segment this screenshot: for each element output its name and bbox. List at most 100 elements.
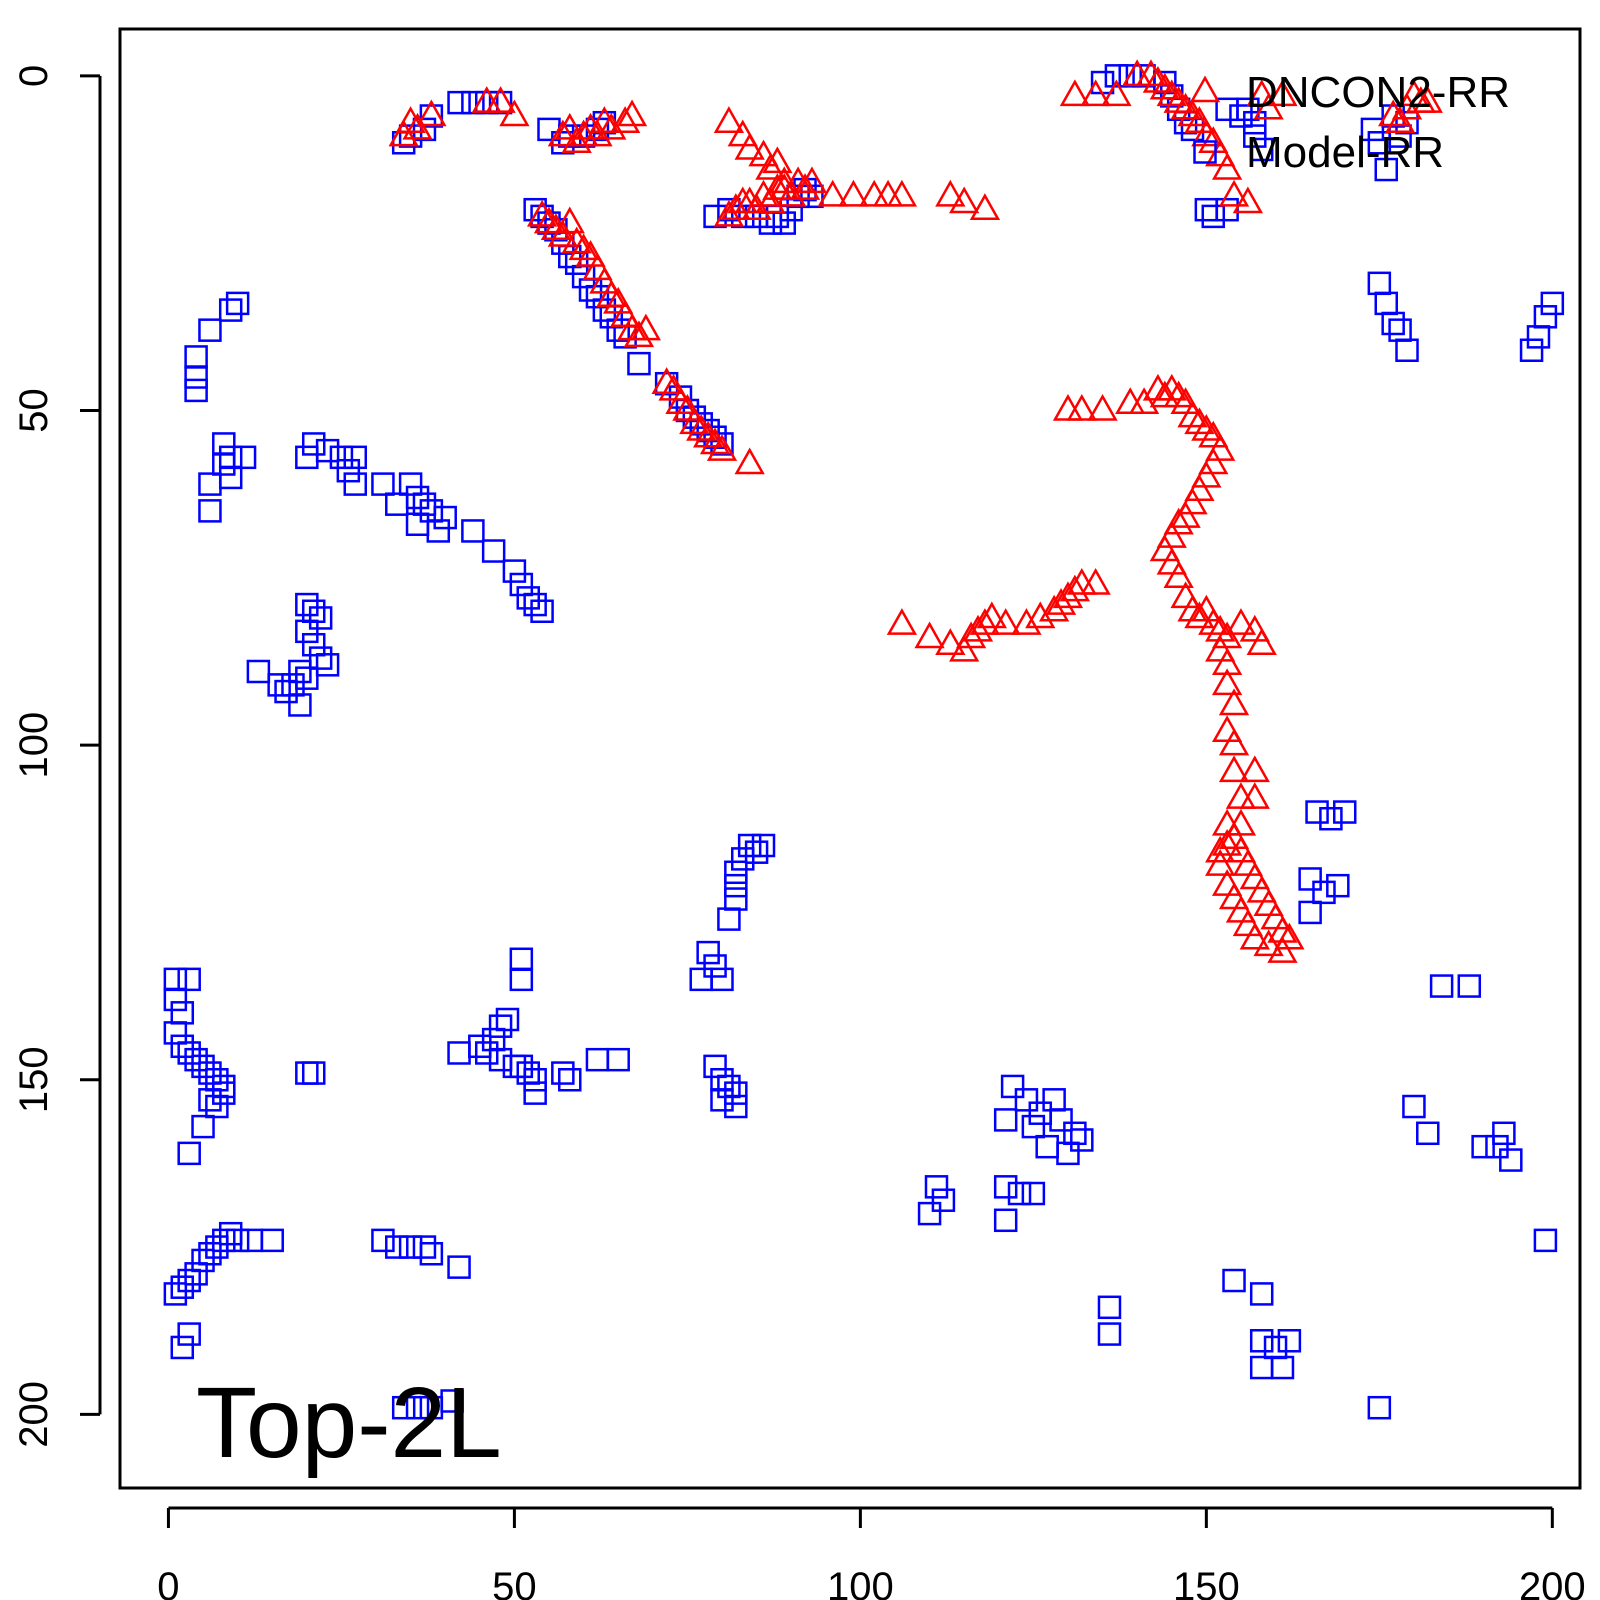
data-point-triangle xyxy=(1225,895,1257,923)
data-point-square xyxy=(198,1088,222,1112)
data-point-triangle xyxy=(1170,92,1201,120)
data-point-triangle xyxy=(990,608,1021,635)
data-point-square xyxy=(218,465,243,490)
data-point-square xyxy=(385,492,409,516)
data-point-triangle xyxy=(1267,915,1298,943)
data-point-square xyxy=(1028,1101,1053,1125)
data-point-square xyxy=(1194,197,1219,222)
data-point-square xyxy=(1298,867,1322,891)
data-point-square xyxy=(710,1088,734,1112)
data-point-square xyxy=(198,499,222,523)
data-point-square xyxy=(329,445,354,470)
plot-area-border xyxy=(118,27,1582,1490)
data-point-triangle xyxy=(1170,581,1201,609)
data-point-square xyxy=(696,940,720,965)
x-tick-label: 100 xyxy=(827,1565,894,1600)
data-point-square xyxy=(205,1235,229,1259)
data-point-triangle xyxy=(582,119,613,147)
data-point-square xyxy=(295,592,319,617)
data-point-triangle xyxy=(672,393,703,421)
data-point-square xyxy=(779,197,803,222)
data-point-square xyxy=(1236,97,1260,122)
data-point-square xyxy=(1229,104,1253,128)
data-point-square xyxy=(509,967,534,992)
data-point-triangle xyxy=(1205,139,1236,167)
data-point-square xyxy=(502,1054,527,1079)
data-point-square xyxy=(592,298,617,322)
data-point-square xyxy=(751,833,776,858)
data-point-triangle xyxy=(727,119,758,147)
data-point-square xyxy=(1263,1335,1288,1360)
series-model-rr xyxy=(163,64,1565,1420)
data-point-triangle xyxy=(949,634,980,662)
data-point-triangle xyxy=(1184,601,1215,629)
data-point-square xyxy=(163,987,188,1012)
data-point-square xyxy=(737,833,762,858)
data-point-triangle xyxy=(616,99,648,127)
data-point-triangle xyxy=(776,179,807,207)
y-tick-label: 0 xyxy=(12,65,56,87)
data-point-triangle xyxy=(630,313,662,341)
y-tick-label: 50 xyxy=(12,388,56,433)
data-point-square xyxy=(724,1094,748,1119)
data-point-triangle xyxy=(665,387,696,415)
data-point-triangle xyxy=(1080,79,1111,107)
data-point-triangle xyxy=(679,407,710,435)
data-point-square xyxy=(419,1242,444,1266)
data-point-square xyxy=(391,1395,416,1420)
data-point-square xyxy=(315,653,340,677)
data-point-triangle xyxy=(526,199,558,227)
data-point-square xyxy=(1367,271,1392,296)
data-point-square xyxy=(1070,1128,1094,1152)
data-point-square xyxy=(447,1041,471,1065)
data-point-triangle xyxy=(1253,929,1284,957)
data-point-square xyxy=(1381,311,1405,336)
data-point-square xyxy=(295,445,319,470)
data-point-triangle xyxy=(1211,153,1243,180)
data-point-square xyxy=(170,1275,195,1299)
data-point-square xyxy=(191,1114,215,1139)
data-point-square xyxy=(198,472,222,496)
data-point-triangle xyxy=(1045,588,1077,615)
data-point-square xyxy=(440,1389,464,1413)
data-point-square xyxy=(419,104,444,128)
data-point-square xyxy=(301,1061,326,1085)
data-point-triangle xyxy=(1198,447,1229,475)
data-point-square xyxy=(1097,1322,1122,1346)
data-point-triangle xyxy=(1218,882,1250,910)
data-point-triangle xyxy=(1232,849,1264,876)
data-point-triangle xyxy=(720,193,751,220)
data-point-square xyxy=(917,1201,942,1226)
data-point-triangle xyxy=(741,193,772,220)
data-point-square xyxy=(177,1268,201,1293)
data-point-square xyxy=(198,1061,222,1085)
data-point-square xyxy=(488,90,513,115)
data-point-square xyxy=(703,954,727,978)
data-point-square xyxy=(184,1262,208,1286)
data-point-square xyxy=(1305,800,1329,824)
data-point-triangle xyxy=(1225,808,1257,836)
data-point-triangle xyxy=(1156,547,1187,575)
data-point-triangle xyxy=(1080,567,1111,595)
data-point-triangle xyxy=(706,434,738,461)
data-point-square xyxy=(1395,338,1419,362)
data-point-square xyxy=(523,1067,547,1092)
legend-label-dncon2-rr: DNCON2-RR xyxy=(1246,68,1510,117)
data-point-square xyxy=(343,472,368,496)
data-point-square xyxy=(191,1248,215,1273)
data-point-square xyxy=(1014,1088,1039,1112)
data-point-triangle xyxy=(1128,387,1160,415)
data-point-square xyxy=(295,1061,319,1085)
data-point-square xyxy=(516,586,540,610)
data-point-triangle xyxy=(575,240,606,267)
data-point-square xyxy=(924,1175,949,1199)
data-point-triangle xyxy=(1218,688,1250,716)
data-point-triangle xyxy=(402,112,433,140)
data-point-square xyxy=(447,90,471,115)
data-point-triangle xyxy=(589,106,620,133)
data-point-triangle xyxy=(596,280,627,307)
data-point-triangle xyxy=(796,166,828,194)
data-point-square xyxy=(170,1335,195,1360)
data-point-triangle xyxy=(1163,561,1194,589)
data-point-square xyxy=(295,619,319,644)
